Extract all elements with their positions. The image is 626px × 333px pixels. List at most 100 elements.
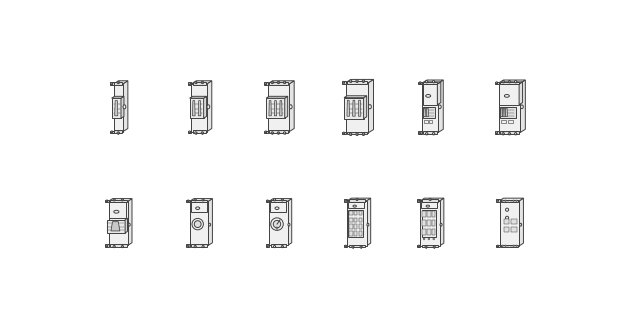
Polygon shape: [128, 198, 132, 245]
Bar: [110, 244, 126, 247]
Circle shape: [423, 238, 425, 240]
Bar: [423, 84, 438, 105]
Polygon shape: [347, 198, 371, 201]
Circle shape: [428, 238, 430, 240]
Polygon shape: [344, 98, 364, 119]
Bar: [513, 244, 515, 247]
Ellipse shape: [123, 105, 126, 109]
Polygon shape: [520, 198, 523, 246]
Polygon shape: [110, 131, 114, 133]
Bar: [504, 227, 509, 232]
Bar: [500, 84, 519, 105]
Bar: [500, 201, 520, 246]
Bar: [354, 211, 357, 215]
Bar: [110, 200, 126, 202]
Circle shape: [194, 221, 201, 227]
Bar: [500, 107, 516, 118]
Bar: [191, 202, 207, 212]
Ellipse shape: [114, 210, 119, 213]
Bar: [500, 131, 519, 134]
Bar: [511, 227, 516, 232]
Bar: [359, 211, 362, 215]
Bar: [348, 201, 364, 208]
Circle shape: [284, 132, 285, 134]
Circle shape: [274, 220, 280, 228]
Bar: [354, 217, 357, 222]
Circle shape: [202, 81, 203, 84]
Circle shape: [362, 80, 365, 83]
Bar: [501, 120, 506, 124]
Polygon shape: [208, 198, 212, 245]
Circle shape: [187, 200, 189, 202]
Polygon shape: [500, 82, 523, 84]
Bar: [190, 201, 208, 245]
Circle shape: [496, 132, 498, 134]
Circle shape: [433, 81, 435, 83]
Circle shape: [121, 199, 123, 201]
Circle shape: [271, 132, 274, 134]
Polygon shape: [121, 96, 124, 118]
Polygon shape: [364, 96, 367, 119]
Bar: [269, 82, 287, 85]
Polygon shape: [495, 132, 498, 134]
Circle shape: [497, 199, 499, 201]
Bar: [422, 83, 438, 132]
Circle shape: [419, 132, 421, 134]
Polygon shape: [187, 200, 190, 202]
Polygon shape: [503, 108, 505, 117]
Bar: [269, 131, 287, 133]
Bar: [427, 229, 431, 235]
Circle shape: [345, 245, 346, 247]
Polygon shape: [123, 81, 128, 132]
Circle shape: [194, 199, 197, 201]
Circle shape: [433, 133, 435, 135]
Bar: [192, 244, 207, 247]
Bar: [500, 82, 519, 84]
Circle shape: [117, 132, 120, 134]
Bar: [114, 84, 123, 132]
Circle shape: [121, 245, 123, 248]
Bar: [501, 199, 503, 202]
Polygon shape: [501, 108, 503, 117]
Circle shape: [343, 132, 345, 134]
Polygon shape: [423, 82, 441, 84]
Circle shape: [426, 133, 428, 135]
Bar: [349, 211, 352, 215]
Ellipse shape: [288, 223, 290, 226]
Bar: [501, 199, 518, 201]
Polygon shape: [188, 82, 192, 85]
Circle shape: [195, 81, 197, 84]
Bar: [349, 245, 365, 247]
Circle shape: [281, 245, 284, 248]
Circle shape: [360, 246, 362, 248]
Bar: [429, 120, 433, 124]
Circle shape: [194, 245, 197, 248]
Bar: [192, 84, 207, 132]
Bar: [422, 199, 438, 202]
Polygon shape: [342, 132, 346, 135]
Polygon shape: [352, 100, 355, 116]
Polygon shape: [358, 100, 361, 116]
Circle shape: [352, 246, 354, 248]
Circle shape: [502, 133, 505, 135]
Bar: [109, 201, 128, 245]
Circle shape: [506, 216, 509, 219]
Polygon shape: [274, 101, 277, 116]
Polygon shape: [417, 199, 421, 201]
Circle shape: [188, 83, 190, 85]
Polygon shape: [190, 96, 207, 98]
Polygon shape: [346, 80, 374, 83]
Bar: [508, 120, 513, 124]
Ellipse shape: [128, 223, 130, 226]
Polygon shape: [266, 98, 285, 118]
Polygon shape: [114, 81, 128, 84]
Polygon shape: [266, 200, 269, 202]
Bar: [421, 201, 438, 208]
Circle shape: [349, 133, 352, 136]
Polygon shape: [269, 101, 271, 116]
Circle shape: [418, 199, 419, 201]
Ellipse shape: [207, 105, 210, 109]
Circle shape: [496, 82, 498, 84]
Bar: [349, 210, 363, 237]
Circle shape: [202, 132, 203, 134]
